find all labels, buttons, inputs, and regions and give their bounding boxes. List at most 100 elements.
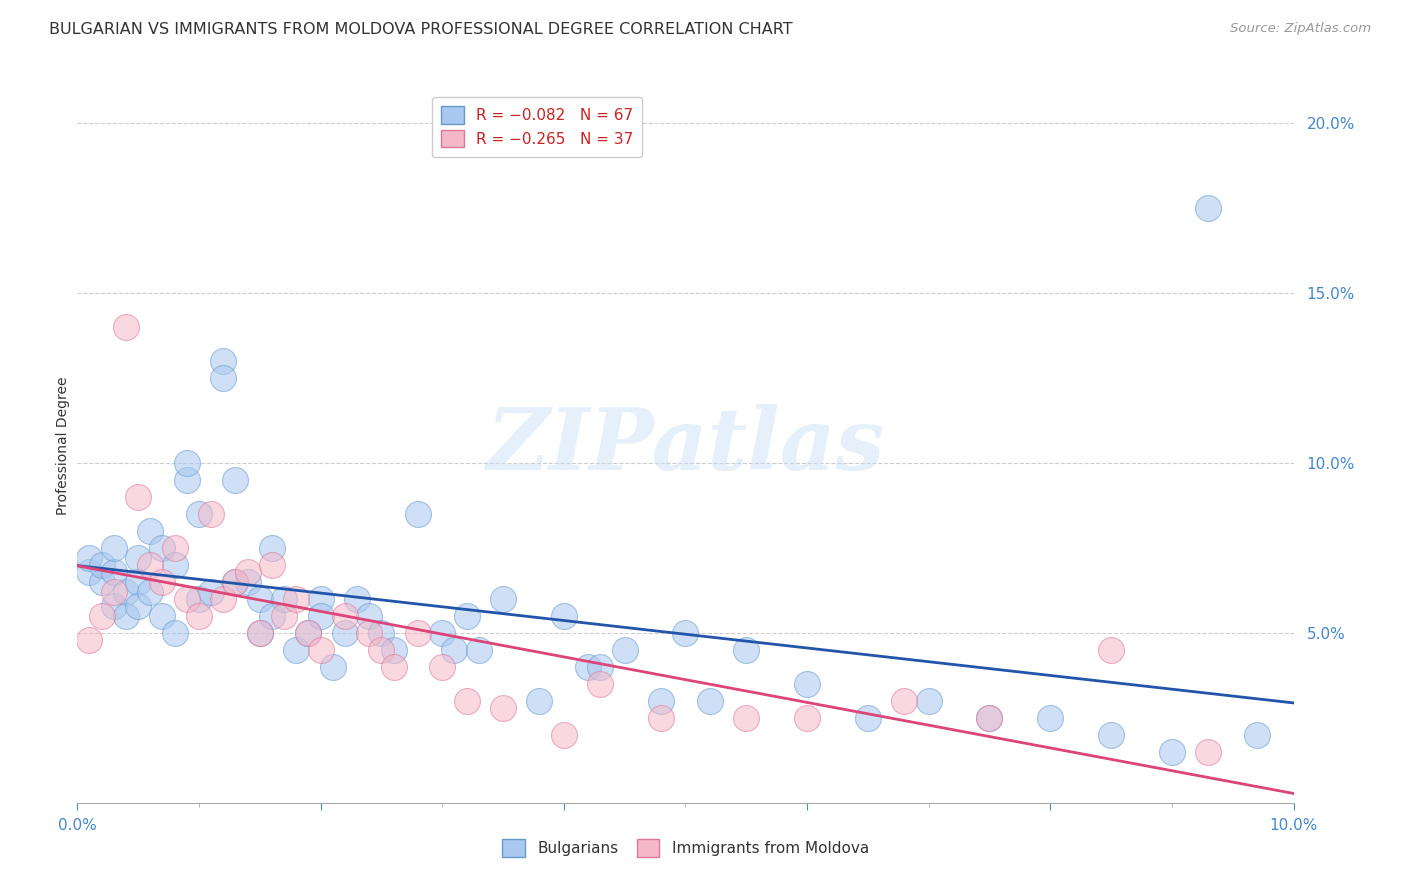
Point [152, 541, 174, 555]
Point [1246, 728, 1268, 742]
Point [90, 558, 112, 572]
Point [346, 591, 368, 606]
Point [103, 585, 125, 599]
Point [735, 711, 758, 725]
Point [699, 694, 721, 708]
Point [127, 490, 149, 504]
Point [650, 694, 672, 708]
Point [236, 565, 259, 579]
Point [152, 574, 174, 589]
Point [115, 585, 138, 599]
Point [796, 711, 818, 725]
Point [163, 541, 186, 555]
Point [103, 541, 125, 555]
Point [529, 694, 551, 708]
Point [188, 507, 211, 521]
Point [103, 599, 125, 613]
Point [163, 558, 186, 572]
Point [163, 626, 186, 640]
Point [893, 694, 915, 708]
Point [735, 643, 758, 657]
Point [79, 632, 101, 647]
Point [918, 694, 941, 708]
Point [285, 591, 308, 606]
Point [309, 643, 332, 657]
Y-axis label: Professional Degree: Professional Degree [56, 376, 70, 516]
Point [127, 599, 149, 613]
Point [382, 643, 405, 657]
Point [443, 643, 465, 657]
Point [200, 507, 222, 521]
Point [90, 608, 112, 623]
Point [224, 574, 246, 589]
Point [212, 591, 235, 606]
Point [1197, 201, 1219, 215]
Point [370, 626, 392, 640]
Point [333, 608, 356, 623]
Point [139, 585, 162, 599]
Point [249, 591, 271, 606]
Point [1099, 728, 1122, 742]
Point [188, 591, 211, 606]
Point [127, 551, 149, 566]
Point [675, 626, 697, 640]
Point [467, 643, 489, 657]
Point [139, 558, 162, 572]
Point [576, 660, 599, 674]
Point [1161, 745, 1184, 759]
Point [273, 591, 295, 606]
Point [589, 677, 612, 691]
Point [297, 626, 319, 640]
Point [456, 608, 478, 623]
Point [176, 456, 198, 470]
Point [979, 711, 1001, 725]
Point [650, 711, 672, 725]
Point [432, 626, 454, 640]
Text: BULGARIAN VS IMMIGRANTS FROM MOLDOVA PROFESSIONAL DEGREE CORRELATION CHART: BULGARIAN VS IMMIGRANTS FROM MOLDOVA PRO… [49, 22, 793, 37]
Point [406, 507, 429, 521]
Point [333, 626, 356, 640]
Point [613, 643, 636, 657]
Point [212, 354, 235, 368]
Point [103, 565, 125, 579]
Point [370, 643, 392, 657]
Point [176, 473, 198, 487]
Point [1197, 745, 1219, 759]
Point [200, 585, 222, 599]
Point [553, 728, 575, 742]
Point [152, 608, 174, 623]
Point [1099, 643, 1122, 657]
Point [322, 660, 344, 674]
Text: Source: ZipAtlas.com: Source: ZipAtlas.com [1230, 22, 1371, 36]
Point [188, 608, 211, 623]
Point [856, 711, 879, 725]
Point [176, 591, 198, 606]
Point [79, 551, 101, 566]
Point [90, 574, 112, 589]
Point [553, 608, 575, 623]
Point [359, 608, 381, 623]
Point [127, 574, 149, 589]
Point [224, 574, 246, 589]
Point [260, 558, 283, 572]
Point [309, 608, 332, 623]
Point [224, 473, 246, 487]
Point [456, 694, 478, 708]
Point [492, 591, 515, 606]
Point [236, 574, 259, 589]
Point [249, 626, 271, 640]
Point [382, 660, 405, 674]
Point [1039, 711, 1062, 725]
Point [249, 626, 271, 640]
Point [432, 660, 454, 674]
Point [139, 524, 162, 538]
Point [979, 711, 1001, 725]
Point [492, 700, 515, 714]
Point [115, 320, 138, 334]
Text: ZIPatlas: ZIPatlas [486, 404, 884, 488]
Point [309, 591, 332, 606]
Point [297, 626, 319, 640]
Point [260, 541, 283, 555]
Point [260, 608, 283, 623]
Point [285, 643, 308, 657]
